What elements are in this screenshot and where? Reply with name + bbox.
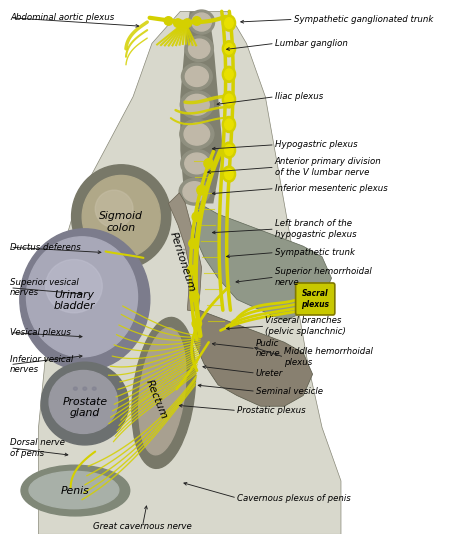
Ellipse shape [73, 387, 77, 390]
Ellipse shape [41, 362, 128, 445]
Polygon shape [168, 193, 201, 311]
Ellipse shape [21, 465, 130, 516]
Ellipse shape [225, 69, 233, 80]
Ellipse shape [222, 142, 236, 158]
Ellipse shape [222, 91, 236, 108]
Ellipse shape [204, 159, 213, 168]
Ellipse shape [173, 19, 182, 27]
Text: Iliac plexus: Iliac plexus [275, 92, 323, 101]
Text: Cavernous plexus of penis: Cavernous plexus of penis [237, 493, 351, 502]
Text: Pudic
nerve: Pudic nerve [256, 339, 281, 358]
Text: Sympathetic ganglionated trunk: Sympathetic ganglionated trunk [294, 15, 433, 24]
Polygon shape [194, 203, 331, 321]
Ellipse shape [192, 13, 211, 31]
Ellipse shape [83, 400, 87, 403]
Text: Hypogastric plexus: Hypogastric plexus [275, 140, 357, 149]
Ellipse shape [27, 237, 137, 357]
Text: Sympathetic trunk: Sympathetic trunk [275, 248, 355, 257]
Text: Inferior vesical
nerves: Inferior vesical nerves [10, 355, 73, 374]
Ellipse shape [222, 66, 236, 82]
Ellipse shape [222, 166, 236, 182]
Ellipse shape [185, 36, 213, 62]
Ellipse shape [95, 190, 133, 227]
Polygon shape [38, 11, 341, 534]
Ellipse shape [183, 19, 191, 27]
Text: Rectum: Rectum [144, 378, 169, 421]
Ellipse shape [46, 259, 102, 313]
Ellipse shape [189, 39, 210, 58]
Ellipse shape [225, 94, 233, 105]
Ellipse shape [72, 165, 171, 269]
Ellipse shape [20, 229, 150, 370]
Text: Penis: Penis [61, 486, 90, 495]
Ellipse shape [180, 119, 214, 149]
Ellipse shape [164, 17, 173, 25]
Text: Peritoneum: Peritoneum [168, 231, 197, 294]
Ellipse shape [225, 119, 233, 130]
Ellipse shape [132, 317, 196, 468]
Polygon shape [194, 310, 313, 406]
Ellipse shape [181, 150, 213, 177]
Text: Sacral
plexus: Sacral plexus [301, 289, 329, 309]
Ellipse shape [197, 185, 206, 195]
Text: Dorsal nerve
of penis: Dorsal nerve of penis [10, 438, 65, 457]
Ellipse shape [184, 94, 209, 115]
Text: Superior vesical
nerves: Superior vesical nerves [10, 278, 79, 297]
Polygon shape [180, 11, 223, 203]
Ellipse shape [222, 15, 236, 31]
Text: Prostate
gland: Prostate gland [62, 396, 108, 418]
Ellipse shape [182, 63, 212, 90]
Ellipse shape [225, 43, 233, 54]
Ellipse shape [92, 400, 96, 403]
Text: Anterior primary division
of the V lumbar nerve: Anterior primary division of the V lumba… [275, 157, 382, 177]
Ellipse shape [49, 370, 118, 433]
Text: Superior hemorrhoidal
nerve: Superior hemorrhoidal nerve [275, 268, 372, 287]
Text: Urinary
bladder: Urinary bladder [53, 290, 95, 311]
Ellipse shape [222, 41, 236, 57]
Ellipse shape [192, 319, 201, 328]
Ellipse shape [225, 145, 233, 156]
Ellipse shape [139, 328, 186, 455]
Text: Prostatic plexus: Prostatic plexus [237, 406, 306, 415]
Text: Lumbar ganglion: Lumbar ganglion [275, 39, 348, 48]
Text: Vesical plexus: Vesical plexus [10, 328, 71, 337]
Ellipse shape [92, 414, 96, 417]
Ellipse shape [225, 169, 233, 179]
Ellipse shape [185, 153, 209, 174]
Ellipse shape [190, 292, 199, 302]
Text: Ductus deferens: Ductus deferens [10, 243, 81, 252]
Ellipse shape [179, 178, 210, 205]
Ellipse shape [187, 265, 197, 275]
Ellipse shape [29, 471, 119, 509]
Ellipse shape [222, 117, 236, 133]
Text: Left branch of the
hypogastric plexus: Left branch of the hypogastric plexus [275, 219, 356, 239]
Ellipse shape [189, 239, 198, 248]
Text: Visceral branches
(pelvic splanchnic): Visceral branches (pelvic splanchnic) [265, 317, 346, 336]
Ellipse shape [73, 400, 77, 403]
Ellipse shape [192, 17, 201, 25]
Ellipse shape [183, 182, 206, 202]
Ellipse shape [184, 123, 210, 145]
Text: Seminal vesicle: Seminal vesicle [256, 387, 323, 396]
Text: Middle hemorrhoidal
plexus: Middle hemorrhoidal plexus [284, 347, 373, 367]
Ellipse shape [192, 212, 201, 221]
Ellipse shape [189, 10, 215, 34]
Ellipse shape [82, 175, 160, 258]
Text: Abdominal aortic plexus: Abdominal aortic plexus [10, 13, 114, 22]
Ellipse shape [73, 414, 77, 417]
Ellipse shape [225, 18, 233, 28]
Ellipse shape [92, 387, 96, 390]
Ellipse shape [180, 91, 213, 119]
Text: Sigmoid
colon: Sigmoid colon [99, 211, 143, 233]
Text: Great cavernous nerve: Great cavernous nerve [93, 522, 192, 531]
Text: Ureter: Ureter [256, 369, 283, 378]
Ellipse shape [83, 414, 87, 417]
Ellipse shape [83, 387, 87, 390]
FancyBboxPatch shape [296, 283, 335, 315]
Ellipse shape [185, 66, 209, 87]
Text: Inferior mesenteric plexus: Inferior mesenteric plexus [275, 184, 388, 193]
